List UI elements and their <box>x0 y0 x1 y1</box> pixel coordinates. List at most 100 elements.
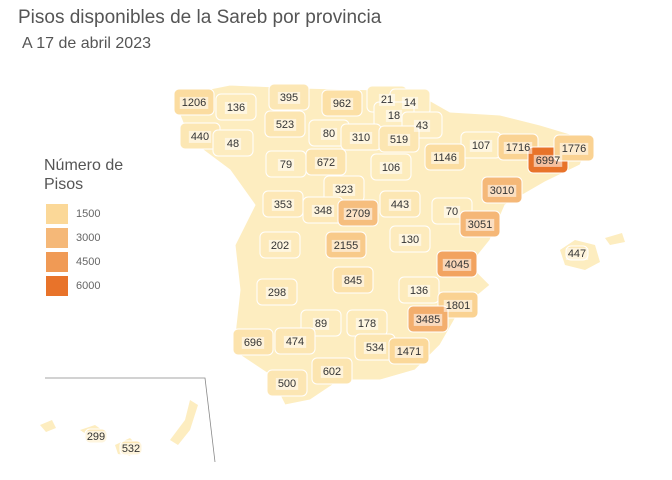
value-label: 395 <box>280 92 298 104</box>
label-bg <box>320 365 344 378</box>
value-label: 1801 <box>446 300 470 312</box>
label-bg <box>273 118 297 131</box>
label-bg <box>465 218 495 231</box>
value-label: 48 <box>227 138 239 150</box>
value-label: 14 <box>404 97 416 109</box>
label-bg <box>413 119 431 132</box>
label-bg <box>349 131 373 144</box>
label-bg <box>503 141 533 154</box>
legend-label: 3000 <box>76 232 100 244</box>
label-bg <box>271 198 295 211</box>
label-bg <box>385 109 403 122</box>
value-label: 136 <box>227 102 245 114</box>
label-bg <box>188 130 212 143</box>
label-bg <box>119 442 143 455</box>
value-label: 696 <box>244 337 262 349</box>
value-label: 310 <box>352 132 370 144</box>
islands <box>170 400 198 445</box>
value-label: 440 <box>191 131 209 143</box>
value-label: 3485 <box>416 314 440 326</box>
label-bg <box>84 430 108 443</box>
label-bg <box>179 96 209 109</box>
label-bg <box>379 161 403 174</box>
label-bg <box>442 258 472 271</box>
label-bg <box>559 142 589 155</box>
legend-swatch <box>46 228 68 248</box>
value-label: 106 <box>382 162 400 174</box>
legend-title: Número de Pisos <box>44 157 124 193</box>
legend-label: 1500 <box>76 208 100 220</box>
value-label: 1716 <box>506 142 530 154</box>
legend-swatch <box>46 276 68 296</box>
value-label: 3010 <box>490 185 514 197</box>
label-bg <box>224 101 248 114</box>
label-bg <box>320 127 338 140</box>
value-label: 500 <box>278 378 296 390</box>
label-bg <box>443 205 461 218</box>
value-label: 348 <box>314 205 332 217</box>
value-label: 474 <box>286 336 304 348</box>
subtitle: A 17 de abril 2023 <box>22 35 151 52</box>
label-bg <box>224 137 242 150</box>
value-label: 130 <box>401 234 419 246</box>
label-bg <box>265 286 289 299</box>
label-bg <box>330 97 354 110</box>
value-label: 519 <box>390 134 408 146</box>
legend-swatch <box>46 252 68 272</box>
label-bg <box>312 317 330 330</box>
inset-border <box>45 377 216 463</box>
label-bg <box>277 158 295 171</box>
label-bg <box>332 183 356 196</box>
title: Pisos disponibles de la Sareb por provin… <box>18 7 382 28</box>
label-bg <box>431 151 459 164</box>
label-bg <box>407 284 431 297</box>
legend-swatch <box>46 204 68 224</box>
value-label: 602 <box>323 366 341 378</box>
value-label: 323 <box>335 184 353 196</box>
label-bg <box>275 377 299 390</box>
legend-label: 6000 <box>76 280 100 292</box>
label-bg <box>387 133 411 146</box>
value-label: 443 <box>391 199 409 211</box>
islands <box>605 233 625 245</box>
value-label: 89 <box>315 318 327 330</box>
value-label: 70 <box>446 206 458 218</box>
label-bg <box>363 341 387 354</box>
label-bg <box>314 156 338 169</box>
value-label: 18 <box>388 110 400 122</box>
value-label: 21 <box>381 94 393 106</box>
value-label: 6997 <box>536 155 560 167</box>
islands <box>40 420 56 432</box>
label-bg <box>277 91 301 104</box>
label-bg <box>401 96 419 109</box>
value-label: 2709 <box>346 208 370 220</box>
value-label: 298 <box>268 287 286 299</box>
value-label: 136 <box>410 285 428 297</box>
label-bg <box>331 239 361 252</box>
value-label: 672 <box>317 157 335 169</box>
value-label: 178 <box>358 318 376 330</box>
label-bg <box>283 335 307 348</box>
label-bg <box>388 198 412 211</box>
label-bg <box>398 233 422 246</box>
legend-label: 4500 <box>76 256 100 268</box>
value-label: 845 <box>344 275 362 287</box>
value-label: 107 <box>472 140 490 152</box>
value-label: 532 <box>122 443 140 455</box>
label-bg <box>413 313 443 326</box>
value-label: 523 <box>276 119 294 131</box>
label-bg <box>378 93 396 106</box>
value-label: 4045 <box>445 259 469 271</box>
label-bg <box>533 154 563 167</box>
label-bg <box>341 274 365 287</box>
value-label: 299 <box>87 431 105 443</box>
value-label: 1146 <box>433 152 457 164</box>
label-bg <box>565 247 589 260</box>
label-bg <box>469 139 493 152</box>
value-label: 447 <box>568 248 586 260</box>
label-bg <box>487 184 517 197</box>
value-label: 353 <box>274 199 292 211</box>
value-label: 3051 <box>468 219 492 231</box>
